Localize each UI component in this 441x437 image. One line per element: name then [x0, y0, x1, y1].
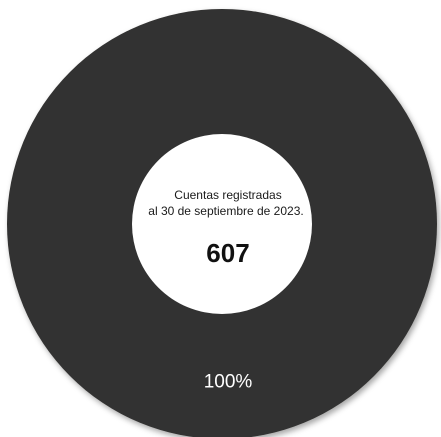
center-label-line-1: Cuentas registradas	[174, 188, 281, 202]
center-label-line-2: al 30 de septiembre de 2023.	[148, 204, 303, 218]
center-value: 607	[206, 238, 249, 268]
donut-hole	[132, 134, 312, 314]
slice-percent-label-0: 100%	[204, 372, 253, 393]
slice-labels: 100%	[204, 372, 253, 393]
